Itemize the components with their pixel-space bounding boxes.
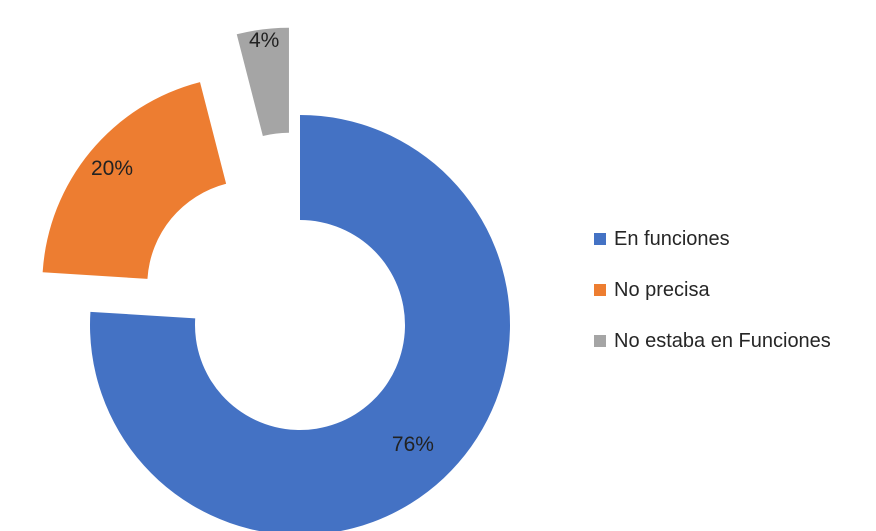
legend-label-no-precisa: No precisa bbox=[614, 278, 710, 301]
data-label-no-estaba-en-funciones: 4% bbox=[249, 29, 279, 52]
legend-label-en-funciones: En funciones bbox=[614, 227, 730, 250]
legend-swatch-no-precisa bbox=[594, 284, 606, 296]
legend-swatch-no-estaba-en-funciones bbox=[594, 335, 606, 347]
slice-en-funciones bbox=[90, 115, 510, 531]
legend-swatch-en-funciones bbox=[594, 233, 606, 245]
data-label-no-precisa: 20% bbox=[91, 157, 133, 180]
slices-group bbox=[42, 27, 510, 531]
legend-item-en-funciones: En funciones bbox=[594, 226, 831, 252]
legend-label-no-estaba-en-funciones: No estaba en Funciones bbox=[614, 329, 831, 352]
slice-no-precisa bbox=[42, 82, 227, 279]
data-labels-group: 76% 20% 4% bbox=[91, 29, 434, 456]
data-label-en-funciones: 76% bbox=[392, 433, 434, 456]
legend-item-no-estaba-en-funciones: No estaba en Funciones bbox=[594, 328, 831, 354]
legend: En funciones No precisa No estaba en Fun… bbox=[594, 226, 831, 379]
slice-no-estaba-en-funciones bbox=[236, 27, 289, 136]
legend-item-no-precisa: No precisa bbox=[594, 277, 831, 303]
